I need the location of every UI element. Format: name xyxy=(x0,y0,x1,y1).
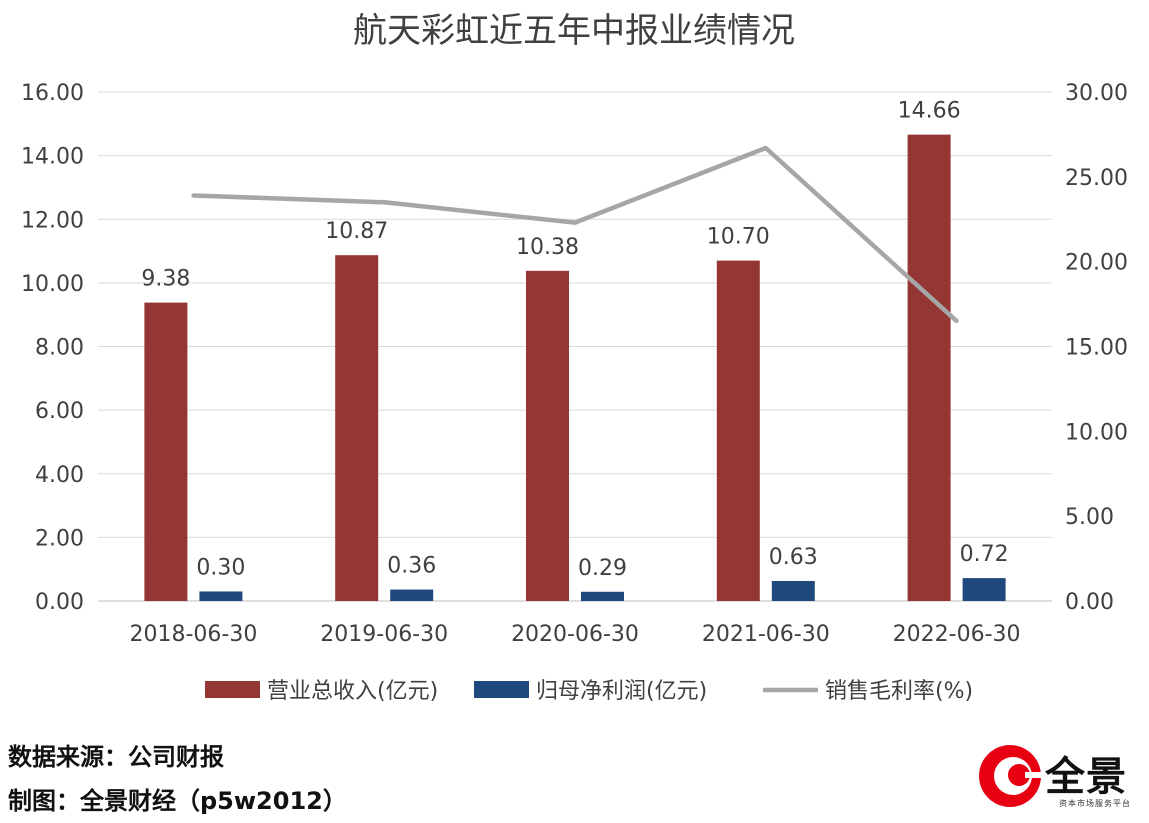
left-axis-tick-label: 16.00 xyxy=(21,81,84,106)
bar-net-profit xyxy=(581,591,624,601)
left-axis-tick-label: 6.00 xyxy=(35,399,84,424)
legend-swatch xyxy=(205,681,260,698)
bar-revenue xyxy=(907,134,951,601)
right-axis-tick-label: 0.00 xyxy=(1065,590,1114,615)
data-source-note: 数据来源：公司财报 xyxy=(8,743,224,771)
bar-data-label: 0.30 xyxy=(196,555,245,580)
bar-revenue xyxy=(144,302,188,601)
left-axis-tick-label: 8.00 xyxy=(35,336,84,361)
bar-net-profit xyxy=(390,589,434,601)
line-point xyxy=(191,193,196,198)
line-point xyxy=(763,145,768,150)
bar-data-label: 0.29 xyxy=(578,556,627,581)
left-axis-tick-label: 4.00 xyxy=(35,463,84,488)
line-point xyxy=(573,220,577,225)
bar-net-profit xyxy=(771,580,815,601)
bar-data-label: 0.63 xyxy=(769,545,818,570)
chart: 航天彩虹近五年中报业绩情况 0.00 2.00 4.00 6.00 8.00 10.00 12… xyxy=(21,11,1128,704)
bar-revenue xyxy=(716,260,760,601)
logo-name: 全景 xyxy=(1045,754,1127,800)
line-point xyxy=(382,200,387,205)
right-axis-tick-label: 10.00 xyxy=(1065,420,1128,445)
logo-tagline: 资本市场服务平台 xyxy=(1059,799,1131,808)
chart-title: 航天彩虹近五年中报业绩情况 xyxy=(353,11,795,51)
line-point xyxy=(954,319,959,324)
left-axis-tick-label: 10.00 xyxy=(21,272,84,297)
right-axis-tick-label: 30.00 xyxy=(1065,81,1128,106)
right-axis-tick-label: 5.00 xyxy=(1065,505,1114,530)
right-axis-tick-label: 20.00 xyxy=(1065,251,1128,276)
legend-swatch xyxy=(474,681,529,698)
chart-maker-note: 制图：全景财经（p5w2012） xyxy=(8,787,347,815)
legend-label: 营业总收入(亿元) xyxy=(267,679,438,704)
left-axis-tick-label: 12.00 xyxy=(21,208,84,233)
bar-data-label: 0.36 xyxy=(387,554,436,579)
x-axis-tick-label: 2018-06-30 xyxy=(129,622,257,647)
x-axis-tick-label: 2020-06-30 xyxy=(511,622,639,647)
bar-net-profit xyxy=(962,578,1006,601)
left-axis-tick-label: 14.00 xyxy=(21,145,84,170)
logo-mark-icon xyxy=(979,745,1043,807)
bar-data-label: 10.87 xyxy=(325,219,388,244)
bar-data-label: 9.38 xyxy=(141,267,190,292)
bar-data-label: 10.70 xyxy=(707,225,770,250)
bar-data-label: 10.38 xyxy=(516,235,579,260)
bar-data-label: 0.72 xyxy=(960,542,1009,567)
left-axis-tick-label: 0.00 xyxy=(35,590,84,615)
legend-label: 销售毛利率(%) xyxy=(825,679,973,704)
x-axis-tick-label: 2021-06-30 xyxy=(702,622,830,647)
bar-data-label: 14.66 xyxy=(898,99,961,124)
bar-net-profit xyxy=(199,591,243,601)
bar-revenue xyxy=(526,270,569,601)
brand-logo: 全景 资本市场服务平台 xyxy=(975,742,1145,818)
x-axis-tick-label: 2022-06-30 xyxy=(893,622,1021,647)
bar-revenue xyxy=(335,255,379,601)
x-axis-tick-label: 2019-06-30 xyxy=(320,622,448,647)
right-axis-tick-label: 25.00 xyxy=(1065,166,1128,191)
right-axis-tick-label: 15.00 xyxy=(1065,336,1128,361)
legend-label: 归母净利润(亿元) xyxy=(536,679,707,704)
left-axis-tick-label: 2.00 xyxy=(35,526,84,551)
